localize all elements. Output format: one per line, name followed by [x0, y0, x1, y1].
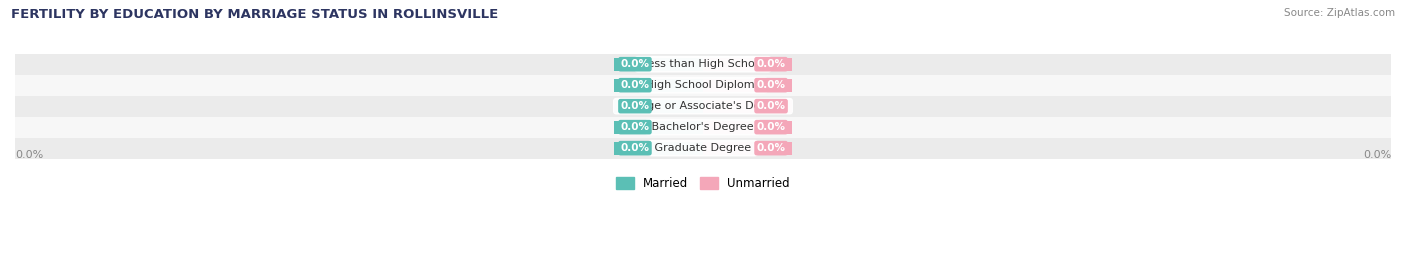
Bar	[0, 75, 1406, 96]
Legend: Married, Unmarried: Married, Unmarried	[612, 172, 794, 194]
Bar	[0, 138, 1406, 159]
Text: Less than High School: Less than High School	[638, 59, 768, 69]
Text: 0.0%: 0.0%	[15, 150, 44, 160]
Text: 0.0%: 0.0%	[756, 59, 786, 69]
Text: 0.0%: 0.0%	[620, 80, 650, 90]
Bar	[703, 141, 793, 155]
Text: College or Associate's Degree: College or Associate's Degree	[616, 101, 790, 111]
Bar	[703, 121, 793, 134]
Bar	[613, 141, 703, 155]
Bar	[613, 121, 703, 134]
Text: 0.0%: 0.0%	[620, 59, 650, 69]
Text: Bachelor's Degree: Bachelor's Degree	[648, 122, 758, 132]
Bar	[613, 100, 703, 113]
Text: 0.0%: 0.0%	[620, 143, 650, 153]
Text: 0.0%: 0.0%	[620, 101, 650, 111]
Text: Source: ZipAtlas.com: Source: ZipAtlas.com	[1284, 8, 1395, 18]
Text: 0.0%: 0.0%	[756, 122, 786, 132]
Text: 0.0%: 0.0%	[1362, 150, 1391, 160]
Text: 0.0%: 0.0%	[620, 122, 650, 132]
Text: High School Diploma: High School Diploma	[641, 80, 765, 90]
Text: 0.0%: 0.0%	[756, 143, 786, 153]
Text: 0.0%: 0.0%	[756, 101, 786, 111]
Bar	[613, 79, 703, 92]
Bar	[703, 58, 793, 71]
Text: 0.0%: 0.0%	[756, 80, 786, 90]
Bar	[0, 54, 1406, 75]
Text: Graduate Degree: Graduate Degree	[651, 143, 755, 153]
Bar	[0, 117, 1406, 138]
Bar	[613, 58, 703, 71]
Bar	[0, 96, 1406, 117]
Bar	[703, 79, 793, 92]
Text: FERTILITY BY EDUCATION BY MARRIAGE STATUS IN ROLLINSVILLE: FERTILITY BY EDUCATION BY MARRIAGE STATU…	[11, 8, 499, 21]
Bar	[703, 100, 793, 113]
